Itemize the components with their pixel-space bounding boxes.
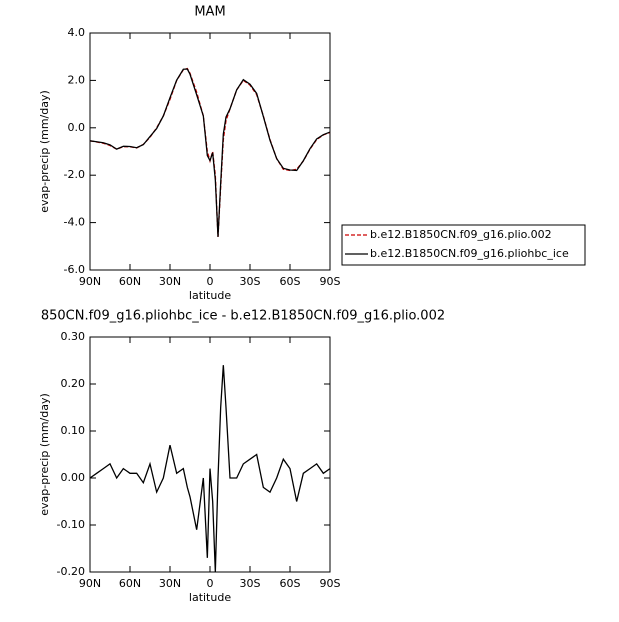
x-tick-label: 30S xyxy=(240,275,261,288)
y-tick-label: 0.20 xyxy=(61,377,86,390)
y-tick-label: 0.10 xyxy=(61,424,86,437)
x-tick-label: 90N xyxy=(79,577,101,590)
x-tick-label: 30S xyxy=(240,577,261,590)
chart-title: 850CN.f09_g16.pliohbc_ice - b.e12.B1850C… xyxy=(41,309,445,324)
legend-label: b.e12.B1850CN.f09_g16.plio.002 xyxy=(370,228,552,241)
x-axis-label: latitude xyxy=(189,289,231,302)
x-tick-label: 90N xyxy=(79,275,101,288)
plot-frame xyxy=(89,336,331,573)
x-axis-label: latitude xyxy=(189,591,231,604)
x-tick-label: 60N xyxy=(119,275,141,288)
y-tick-label: -2.0 xyxy=(64,168,85,181)
x-tick-label: 60N xyxy=(119,577,141,590)
data-line xyxy=(89,67,331,237)
y-tick-label: 0.30 xyxy=(61,330,86,343)
plot-frame xyxy=(89,32,331,271)
y-axis-label: evap-precip (mm/day) xyxy=(38,393,51,516)
data-line xyxy=(89,68,331,237)
y-tick-label: 4.0 xyxy=(68,26,86,39)
y-tick-label: 0.00 xyxy=(61,471,86,484)
y-tick-label: -0.10 xyxy=(57,518,85,531)
x-tick-label: 0 xyxy=(207,275,214,288)
x-tick-label: 0 xyxy=(207,577,214,590)
legend-label: b.e12.B1850CN.f09_g16.pliohbc_ice xyxy=(370,247,569,260)
y-tick-label: 2.0 xyxy=(68,73,86,86)
x-tick-label: 30N xyxy=(159,275,181,288)
data-line xyxy=(89,365,331,573)
chart-title: MAM xyxy=(194,5,225,20)
legend-box xyxy=(341,224,586,266)
x-tick-label: 60S xyxy=(280,577,301,590)
y-tick-label: -0.20 xyxy=(57,565,85,578)
x-tick-label: 90S xyxy=(320,275,341,288)
y-tick-label: -6.0 xyxy=(64,263,85,276)
y-tick-label: -4.0 xyxy=(64,216,85,229)
x-tick-label: 60S xyxy=(280,275,301,288)
y-axis-label: evap-precip (mm/day) xyxy=(38,90,51,213)
y-tick-label: 0.0 xyxy=(68,121,86,134)
x-tick-label: 90S xyxy=(320,577,341,590)
x-tick-label: 30N xyxy=(159,577,181,590)
